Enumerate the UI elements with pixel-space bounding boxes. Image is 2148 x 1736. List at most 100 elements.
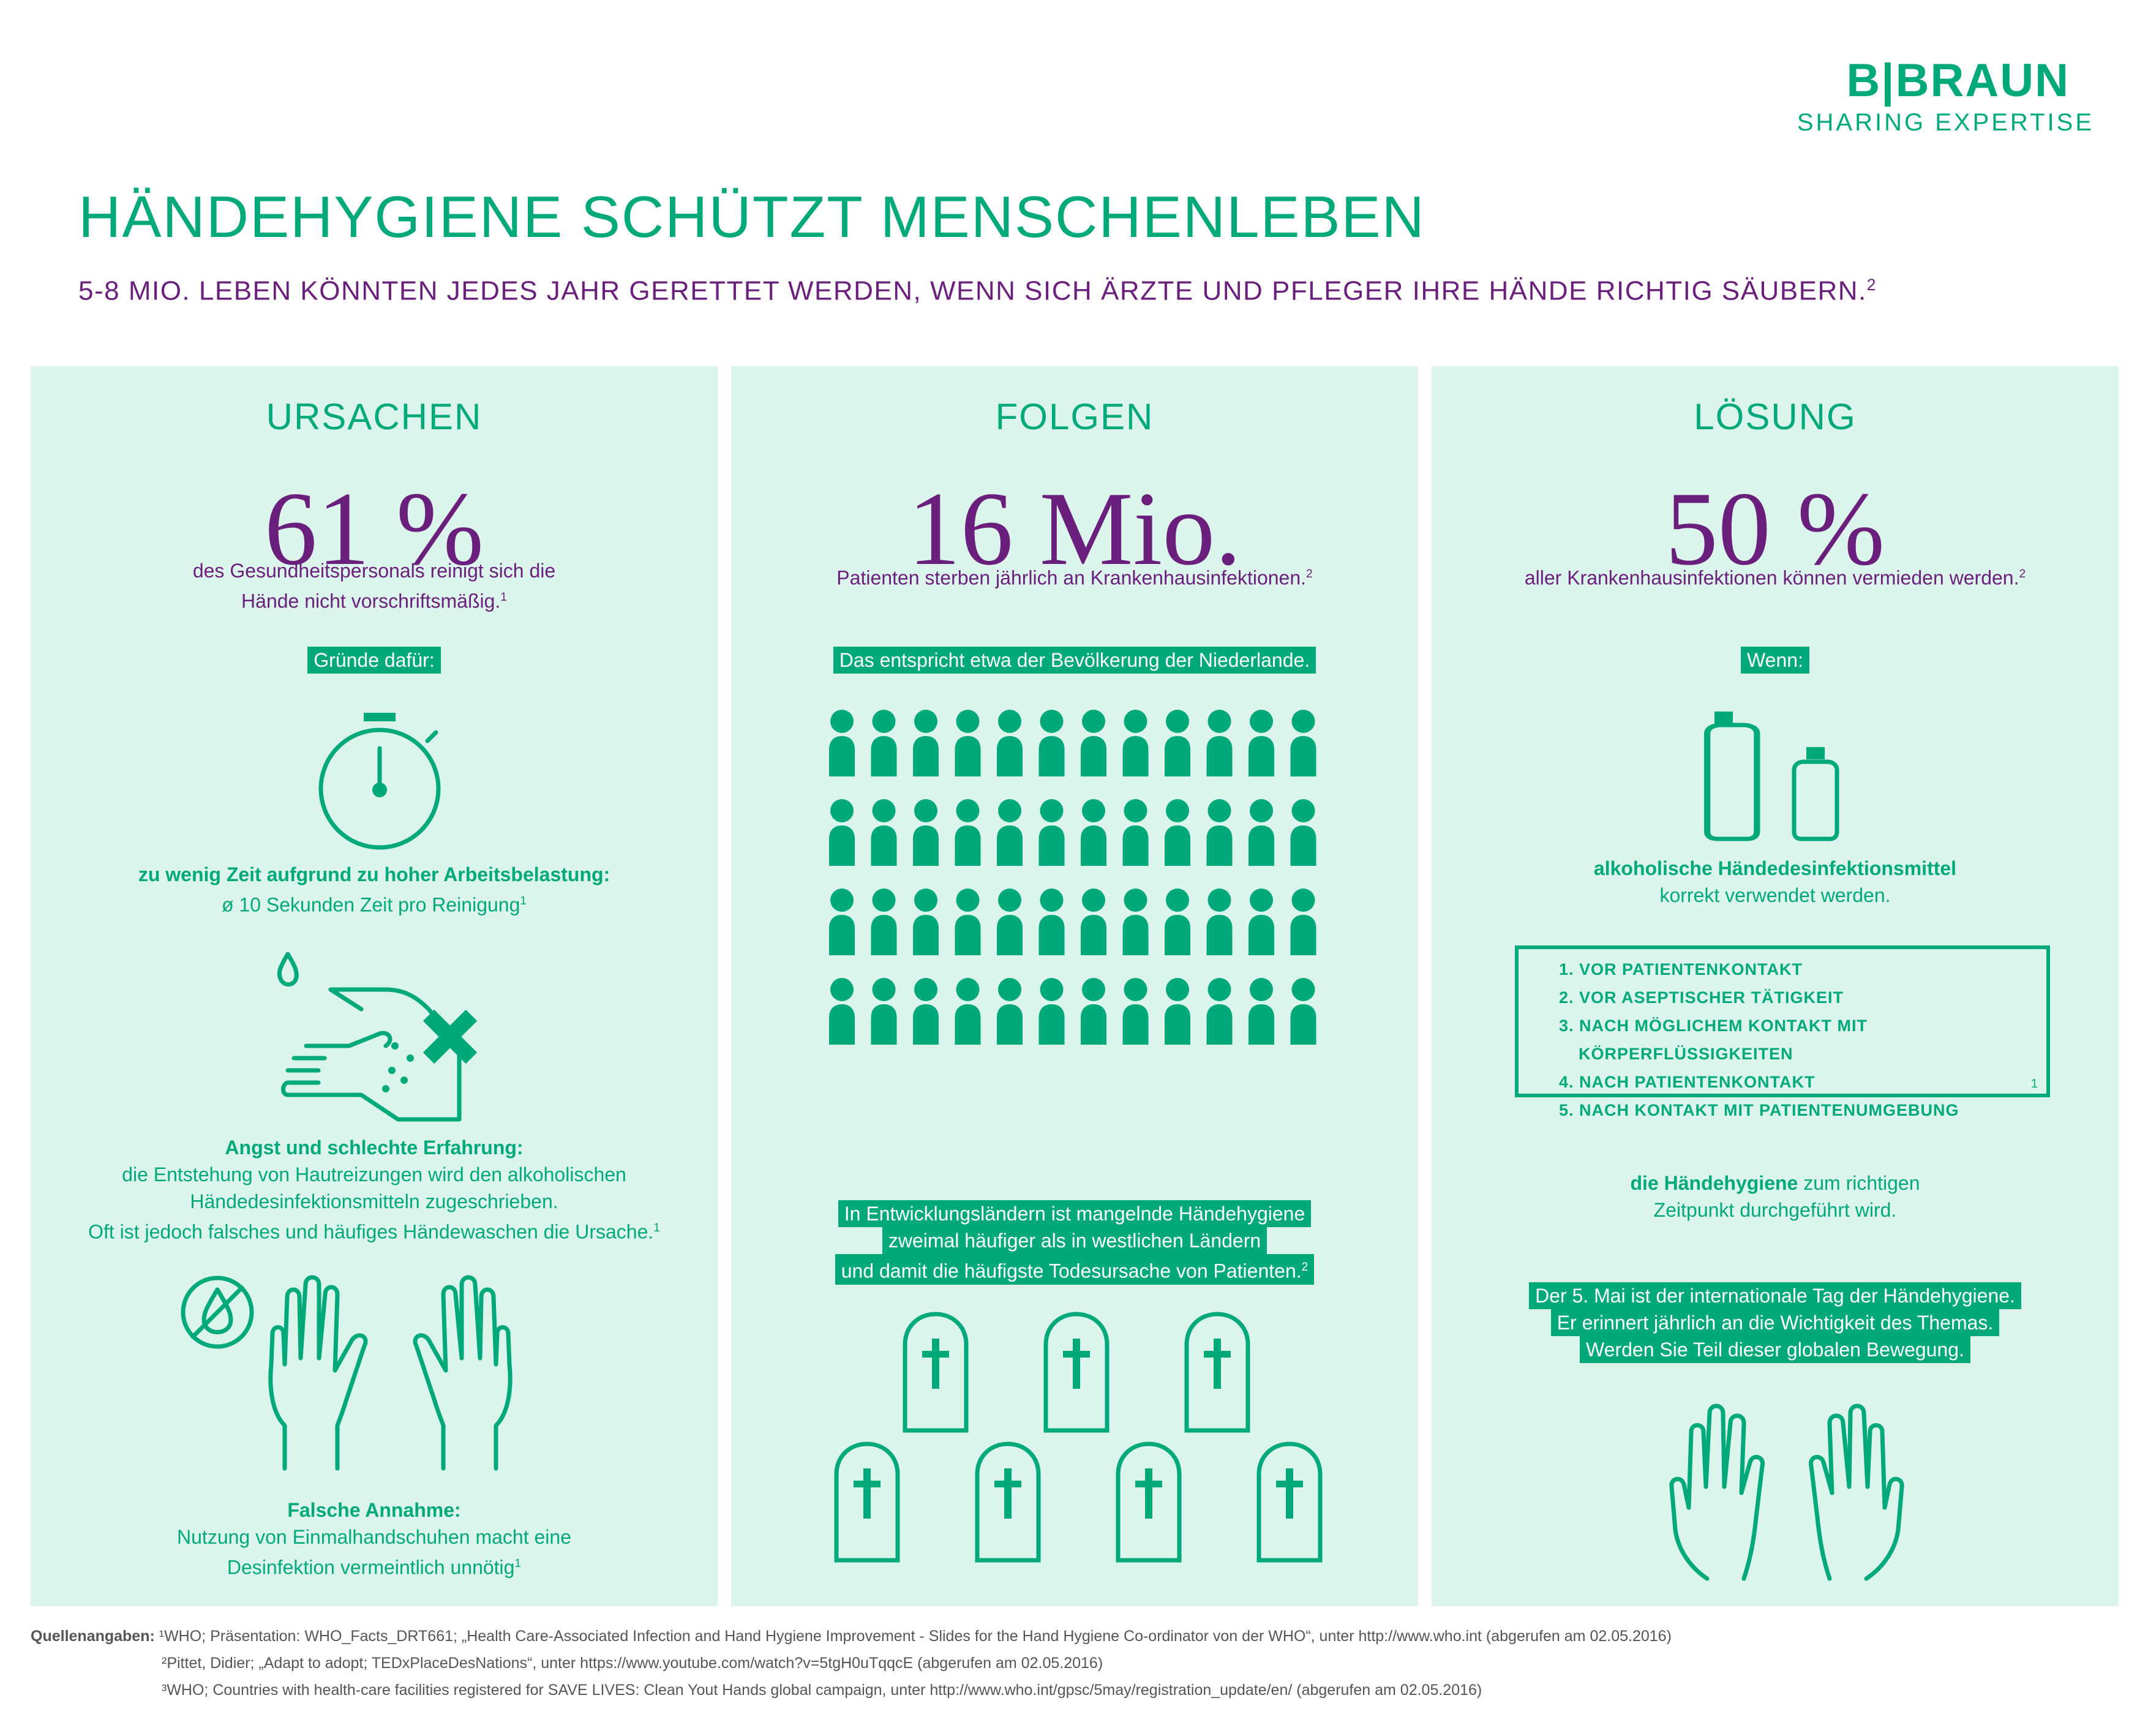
gravestone-icon [1184,1312,1250,1433]
reasons-tag: Gründe dafür: [307,647,441,674]
person-icon [1165,889,1190,955]
comparison-tag: Das entspricht etwa der Bevölkerung der … [833,647,1316,674]
person-icon [1290,889,1316,955]
person-icon [1165,710,1190,776]
person-icon [871,889,897,955]
irritated-hands-icon [277,952,478,1122]
gravestone-icon [1256,1441,1323,1563]
person-icon [829,978,855,1045]
moments-list: 1. VOR PATIENTENKONTAKT 2. VOR ASEPTISCHE… [1559,955,1959,1124]
source-1: ¹WHO; Präsentation: WHO_Facts_DRT661; „H… [159,1628,1672,1645]
gravestone-icon [834,1441,900,1563]
gravestone-icon [903,1312,969,1433]
person-icon [1081,710,1106,776]
person-icon [1122,889,1149,955]
panel-title: URSACHEN [266,396,483,437]
person-icon [997,889,1023,955]
glove-right-icon [413,1275,513,1471]
stat-description: aller Krankenhausinfektionen können verm… [1524,566,2026,589]
person-icon [1081,799,1106,866]
brand-logo: B|BRAUN [1846,54,2070,107]
person-icon [871,710,897,776]
gravestone-icon [1116,1441,1182,1563]
panel-loesung: LÖSUNG 50 % aller Krankenhausinfektionen… [1432,366,2119,1606]
person-icon [1249,710,1274,776]
person-icon [913,799,939,866]
hand-hygiene-day-tag: Der 5. Mai ist der internationale Tag de… [1432,1282,2119,1363]
people-grid [829,709,1325,1052]
person-icon [1038,978,1065,1045]
panel-ursachen: URSACHEN 61 % des Gesundheitspersonals r… [31,366,718,1606]
stopwatch-icon [318,713,441,850]
person-icon [829,799,855,866]
person-icon [871,978,897,1045]
person-icon [1249,799,1274,866]
panel-folgen: FOLGEN 16 Mio. Patienten sterben jährlic… [731,366,1418,1606]
person-icon [1038,799,1065,866]
person-icon [955,799,981,866]
person-icon [997,710,1023,776]
people-icons [829,710,1316,1045]
person-icon [913,978,939,1045]
person-icon [1122,978,1149,1045]
sources: Quellenangaben: ¹WHO; Präsentation: WHO_… [31,1623,1672,1704]
person-icon [1290,799,1316,866]
hand-left-icon [1669,1403,1765,1581]
person-icon [955,889,981,955]
moment-item: 2. VOR ASEPTISCHER TÄTIGKEIT [1559,988,1844,1007]
person-icon [1206,799,1233,866]
panel-title: LÖSUNG [1694,396,1857,437]
stat-description: Patienten sterben jährlich an Krankenhau… [836,566,1313,589]
gravestone-icons [834,1312,1323,1563]
stat-value: 61 % [264,471,484,587]
person-icon [1081,889,1106,955]
person-icon [955,978,981,1045]
moment-item: 1. VOR PATIENTENKONTAKT [1559,960,1803,979]
person-icon [1206,710,1233,776]
condition-timing: die Händehygiene zum richtigen Zeitpunkt… [1630,1172,1920,1221]
person-icon [1122,710,1149,776]
person-icon [829,710,855,776]
disinfectant-bottles-icon [1704,712,1839,841]
reason-irritation: Angst und schlechte Erfahrung: die Entst… [88,1137,660,1243]
person-icon [1206,978,1233,1045]
condition-tag: Wenn: [1741,647,1809,674]
no-water-icon [181,1276,254,1349]
person-icon [1122,799,1149,866]
five-moments-box: 1. VOR PATIENTENKONTAKT 2. VOR ASEPTISCHE… [1515,945,2050,1119]
person-icon [1249,889,1274,955]
moment-item: 5. NACH KONTAKT MIT PATIENTENUMGEBUNG [1559,1101,1959,1119]
page-subtitle: 5-8 MIO. LEBEN KÖNNTEN JEDES JAHR GERETT… [78,276,1877,306]
gravestone-icon [975,1441,1041,1563]
person-icon [1038,889,1065,955]
source-2: ²Pittet, Didier; „Adapt to adopt; TEDxPl… [162,1655,1103,1672]
person-icon [1206,889,1233,955]
gravestone-icon [1043,1312,1110,1433]
brand-tagline: SHARING EXPERTISE [1797,109,2094,136]
person-icon [871,799,897,866]
moment-item: KÖRPERFLÜSSIGKEITEN [1579,1045,1793,1063]
person-icon [913,710,939,776]
stat-description: des Gesundheitspersonals reinigt sich di… [192,560,556,612]
person-icon [1038,710,1065,776]
condition-disinfectant: alkoholische Händedesinfektionsmittel ko… [1593,857,1957,906]
person-icon [1290,978,1316,1045]
source-3: ³WHO; Countries with health-care facilit… [162,1682,1482,1699]
person-icon [829,889,855,955]
person-icon [1249,978,1274,1045]
stat-value: 16 Mio. [907,471,1242,587]
moment-item: 3. NACH MÖGLICHEM KONTAKT MIT [1559,1016,1868,1035]
moment-item: 4. NACH PATIENTENKONTAKT [1559,1073,1816,1091]
sources-label: Quellenangaben: [31,1628,155,1645]
glove-left-icon [268,1275,368,1471]
person-icon [1081,978,1106,1045]
developing-countries-tag: In Entwicklungsländern ist mangelnde Hän… [731,1200,1418,1285]
reason-gloves: Falsche Annahme: Nutzung von Einmalhands… [177,1499,571,1579]
panel-title: FOLGEN [995,396,1154,437]
person-icon [997,799,1023,866]
page-title: HÄNDEHYGIENE SCHÜTZT MENSCHENLEBEN [78,184,1425,250]
person-icon [955,710,981,776]
hand-right-icon [1809,1403,1904,1581]
person-icon [1165,799,1190,866]
person-icon [1165,978,1190,1045]
